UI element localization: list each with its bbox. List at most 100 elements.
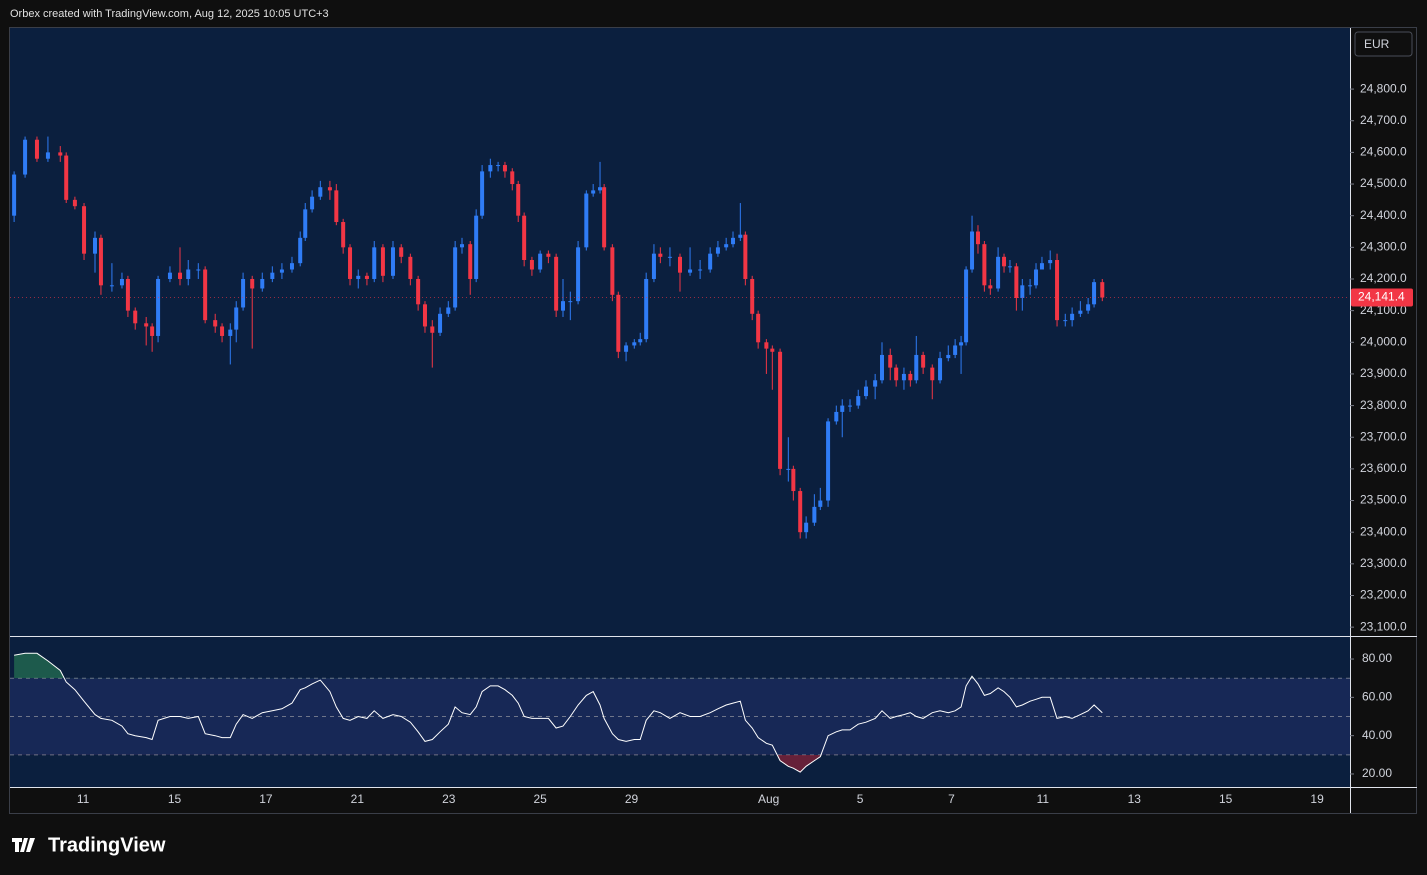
x-tick-label: 15 <box>1219 792 1233 806</box>
candle-body <box>318 187 323 197</box>
y-tick-label: 80.00 <box>1362 651 1392 665</box>
candle-body <box>156 278 161 336</box>
logo-mark <box>12 838 35 852</box>
y-tick-label: 40.00 <box>1362 728 1392 742</box>
x-tick-label: 11 <box>77 792 90 806</box>
logo <box>12 838 35 852</box>
candle-body <box>818 500 823 507</box>
candle-body <box>213 320 218 327</box>
candle-body <box>348 247 353 279</box>
candle-body <box>538 253 543 270</box>
candle-body <box>873 380 878 387</box>
candle-body <box>880 354 885 381</box>
oversold-fill <box>777 754 821 773</box>
candle-body <box>468 244 473 279</box>
x-tick-label: 13 <box>1128 792 1142 806</box>
brand: TradingView <box>48 834 166 856</box>
y-tick-label: 24,800.0 <box>1360 81 1407 95</box>
candle-body <box>1028 285 1033 287</box>
candle-body <box>416 278 421 305</box>
candle-body <box>150 326 155 336</box>
candle-body <box>58 152 63 156</box>
candle-body <box>488 165 493 172</box>
candle-body <box>203 269 208 321</box>
candle-body <box>834 411 839 422</box>
candle-body <box>234 307 239 330</box>
y-tick-label: 24,000.0 <box>1360 334 1407 348</box>
y-tick-label: 23,500.0 <box>1360 493 1407 507</box>
y-tick-label: 23,100.0 <box>1360 619 1407 633</box>
candle-body <box>453 247 458 308</box>
candle-body <box>250 278 255 289</box>
candle-body <box>334 190 339 223</box>
candle-body <box>798 491 803 533</box>
candle-body <box>953 345 958 355</box>
rsi-line <box>14 652 1103 773</box>
candle-body <box>738 234 743 238</box>
candle-body <box>791 468 796 492</box>
candle-body <box>988 285 993 289</box>
candle-body <box>372 247 377 279</box>
candle-body <box>901 373 906 381</box>
candle-body <box>840 405 845 412</box>
y-tick-label: 23,900.0 <box>1360 366 1407 380</box>
candle-body <box>496 165 501 167</box>
candle-body <box>279 269 284 273</box>
candle-body <box>982 244 987 286</box>
time-axis-bg <box>10 788 1351 813</box>
candle-body <box>930 367 935 381</box>
candle-body <box>167 272 172 279</box>
price-axis-bg <box>1351 28 1416 813</box>
candle-body <box>529 259 534 270</box>
candle-body <box>812 506 817 523</box>
x-tick-label: 11 <box>1037 792 1050 806</box>
candle-body <box>1092 282 1097 305</box>
candle-body <box>438 313 443 333</box>
candle-body <box>327 187 332 191</box>
candle-body <box>804 522 809 533</box>
candle-body <box>778 351 783 469</box>
candle-body <box>616 294 621 352</box>
candle-body <box>93 237 98 254</box>
candle-body <box>430 326 435 333</box>
candle-body <box>341 222 346 248</box>
candle-body <box>1078 310 1083 314</box>
candle-body <box>310 196 315 210</box>
y-tick-label: 60.00 <box>1362 690 1392 704</box>
candle-body <box>356 275 361 279</box>
candle-body <box>724 244 729 248</box>
candle-body <box>698 269 703 271</box>
x-tick-label: 25 <box>533 792 547 806</box>
candle-body <box>554 256 559 311</box>
candle-body <box>289 263 294 270</box>
x-tick-label: Aug <box>758 792 779 806</box>
candle-body <box>1034 269 1039 286</box>
candle-body <box>109 285 114 287</box>
candle-body <box>510 171 515 185</box>
y-tick-label: 23,600.0 <box>1360 461 1407 475</box>
candle-body <box>1039 263 1044 270</box>
currency-box <box>1354 31 1413 57</box>
candle-body <box>390 247 395 276</box>
candle-body <box>1100 282 1105 298</box>
x-tick-label: 5 <box>857 792 864 806</box>
candle-body <box>715 247 720 254</box>
candle-body <box>921 354 926 368</box>
candle-body <box>964 269 969 343</box>
candle-body <box>770 348 775 352</box>
candle-body <box>23 139 28 175</box>
candle-body <box>731 237 736 245</box>
candle-body <box>996 256 1001 289</box>
candle-body <box>241 278 246 308</box>
candle-body <box>894 367 899 381</box>
candle-body <box>516 184 521 216</box>
candle-body <box>64 155 69 200</box>
y-tick-label: 24,700.0 <box>1360 113 1407 127</box>
candle-body <box>186 269 191 279</box>
candle-body <box>446 307 451 314</box>
candle-body <box>678 256 682 273</box>
candle-body <box>1020 285 1025 298</box>
candle-body <box>908 373 913 381</box>
